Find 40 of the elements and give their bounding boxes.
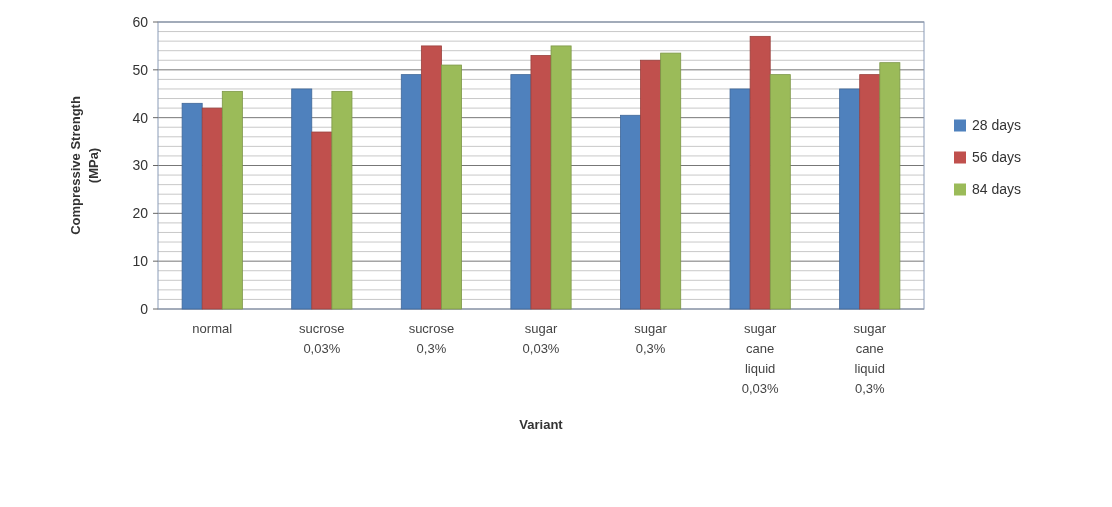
legend-label: 84 days bbox=[972, 181, 1022, 198]
bar bbox=[660, 52, 682, 310]
x-tick-label: sucrose 0,03% bbox=[299, 321, 345, 356]
x-axis-title: Variant bbox=[519, 417, 564, 432]
y-tick-label: 60 bbox=[132, 13, 149, 30]
bar bbox=[221, 90, 243, 310]
x-tick-label: normal bbox=[192, 321, 233, 336]
bar bbox=[749, 35, 771, 310]
x-tick-label: sugar cane liquid 0,03% bbox=[741, 321, 780, 396]
bar bbox=[311, 131, 333, 310]
y-axis-title: Compressive Strength (MPa) bbox=[68, 96, 101, 235]
bar bbox=[620, 114, 641, 310]
y-tick-label: 10 bbox=[132, 253, 149, 270]
bar bbox=[769, 74, 791, 310]
bar bbox=[879, 62, 901, 310]
y-tick-label: 20 bbox=[132, 205, 149, 222]
bar bbox=[181, 102, 203, 310]
bar bbox=[441, 64, 462, 310]
x-tick-label: sugar 0,3% bbox=[634, 321, 668, 356]
y-tick-label: 40 bbox=[132, 109, 149, 126]
bar bbox=[400, 74, 422, 310]
x-tick-label: sucrose 0,3% bbox=[408, 321, 455, 356]
x-tick-label: sugar cane liquid 0,3% bbox=[853, 321, 887, 396]
bar bbox=[859, 74, 881, 310]
bar bbox=[640, 59, 662, 310]
bar bbox=[729, 88, 751, 310]
bar bbox=[839, 88, 861, 310]
bar bbox=[331, 90, 353, 310]
bar bbox=[550, 45, 572, 310]
y-tick-label: 0 bbox=[140, 300, 149, 317]
legend-label: 56 days bbox=[972, 149, 1022, 166]
y-tick-label: 30 bbox=[132, 157, 149, 174]
x-tick-label: sugar 0,03% bbox=[522, 321, 560, 356]
y-tick-label: 50 bbox=[132, 61, 149, 78]
bar bbox=[291, 88, 313, 310]
bar bbox=[420, 45, 442, 310]
bar bbox=[201, 107, 223, 310]
bar bbox=[510, 74, 532, 310]
bar bbox=[530, 55, 552, 310]
legend-label: 28 days bbox=[972, 117, 1022, 134]
